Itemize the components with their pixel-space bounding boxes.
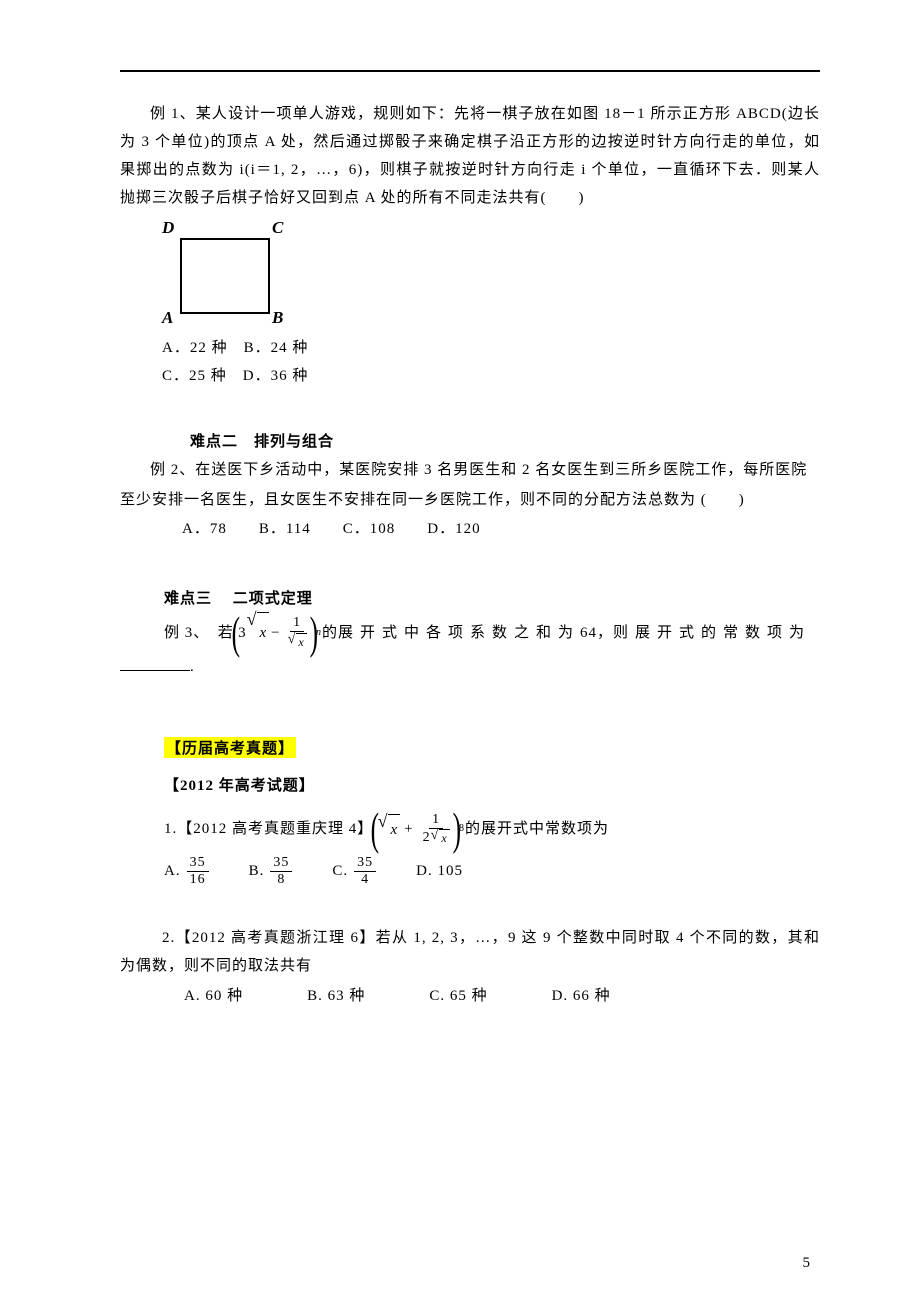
ex2-options: A．78 B．114 C．108 D．120 xyxy=(182,515,820,543)
past-exam-label: 【历届高考真题】 xyxy=(164,737,296,758)
ex1-options-row1: A．22 种 B．24 种 xyxy=(162,334,820,362)
q1-lparen: ( xyxy=(371,809,380,849)
square-diagram: D C A B xyxy=(162,220,302,328)
q2-para: 2.【2012 高考真题浙江理 6】若从 1, 2, 3，…，9 这 9 个整数… xyxy=(120,924,820,980)
q1-optB: B. 35 8 xyxy=(249,855,295,888)
ex3-tail-spread: 展开式中各项系数之和为 xyxy=(338,613,580,653)
q2-options: A. 60 种 B. 63 种 C. 65 种 D. 66 种 xyxy=(184,982,820,1010)
ex3-lead: 例 3、 若 xyxy=(164,613,234,653)
year-2012-label: 【2012 年高考试题】 xyxy=(164,774,820,795)
q1-optD: D. 105 xyxy=(416,863,463,880)
label-C: C xyxy=(272,218,283,238)
ex3-tail-a: 的 xyxy=(322,613,338,653)
q1-tail: 的展开式中常数项为 xyxy=(465,814,609,844)
ex1-options-row2: C．25 种 D．36 种 xyxy=(162,362,820,390)
q1-optA: A. 35 16 xyxy=(164,855,211,888)
q1-optB-frac: 35 8 xyxy=(270,855,292,888)
frac-1-over-sqrtx: 1 √x xyxy=(285,615,310,650)
sqrt-x-1: √x xyxy=(247,612,270,653)
q1-optA-label: A. xyxy=(164,863,181,880)
square-box xyxy=(180,238,270,314)
ex3-blank-row: . xyxy=(120,653,820,681)
example1-para: 例 1、某人设计一项单人游戏，规则如下：先将一棋子放在如图 18－1 所示正方形… xyxy=(120,100,820,212)
q2-text: 2.【2012 高考真题浙江理 6】若从 1, 2, 3，…，9 这 9 个整数… xyxy=(120,930,820,974)
q1-den-coef: 2 xyxy=(423,830,431,846)
label-B: B xyxy=(272,308,283,328)
ex3-tail-spread2: 则展开式的常数项为 xyxy=(613,613,811,653)
q1-lead: 1.【2012 高考真题重庆理 4】 xyxy=(164,814,373,844)
q1-line: 1.【2012 高考真题重庆理 4】 ( √x + 1 2 √x ) 8 的展开… xyxy=(164,809,820,849)
section3-title: 难点三 二项式定理 xyxy=(164,587,820,608)
q1-frac: 1 2 √x xyxy=(420,812,453,846)
right-paren: ) xyxy=(309,613,318,653)
section2-title: 难点二 排列与组合 xyxy=(190,430,820,451)
blank-period: . xyxy=(190,659,194,675)
q1-expression: ( √x + 1 2 √x ) 8 xyxy=(373,809,465,849)
ex2-text: 例 2、在送医下乡活动中，某医院安排 3 名男医生和 2 名女医生到三所乡医院工… xyxy=(120,462,807,508)
q1-rparen: ) xyxy=(452,809,461,849)
answer-blank xyxy=(120,670,190,671)
ex3-expression: ( 3 √x − 1 √x ) n xyxy=(234,612,322,653)
q1-optC: C. 35 4 xyxy=(332,855,378,888)
ex3-tail-b: 64， xyxy=(580,613,613,653)
left-paren: ( xyxy=(231,613,240,653)
sqrt-x-den: √x xyxy=(288,633,307,650)
q1-options: A. 35 16 B. 35 8 C. 35 4 D. 105 xyxy=(164,855,820,888)
page-number: 5 xyxy=(803,1255,811,1272)
label-D: D xyxy=(162,218,174,238)
q1-optC-label: C. xyxy=(332,863,348,880)
top-rule xyxy=(120,70,820,72)
q1-optB-label: B. xyxy=(249,863,265,880)
q1-optA-frac: 35 16 xyxy=(187,855,209,888)
example3-line: 例 3、 若 ( 3 √x − 1 √x ) n 的 展开式中各项系数之和为 6… xyxy=(164,612,820,653)
minus: − xyxy=(271,613,280,653)
ex1-text-a: 例 1、某人设计一项单人游戏，规则如下：先将一棋子放在如图 18－1 所示正方形 xyxy=(150,106,731,122)
q1-den-sqrt: √x xyxy=(431,829,450,846)
q1-plus: + xyxy=(404,814,413,844)
q1-optC-frac: 35 4 xyxy=(354,855,376,888)
q1-sqrt-x: √x xyxy=(378,814,401,845)
example2-para: 例 2、在送医下乡活动中，某医院安排 3 名男医生和 2 名女医生到三所乡医院工… xyxy=(120,455,820,515)
label-A: A xyxy=(162,308,173,328)
